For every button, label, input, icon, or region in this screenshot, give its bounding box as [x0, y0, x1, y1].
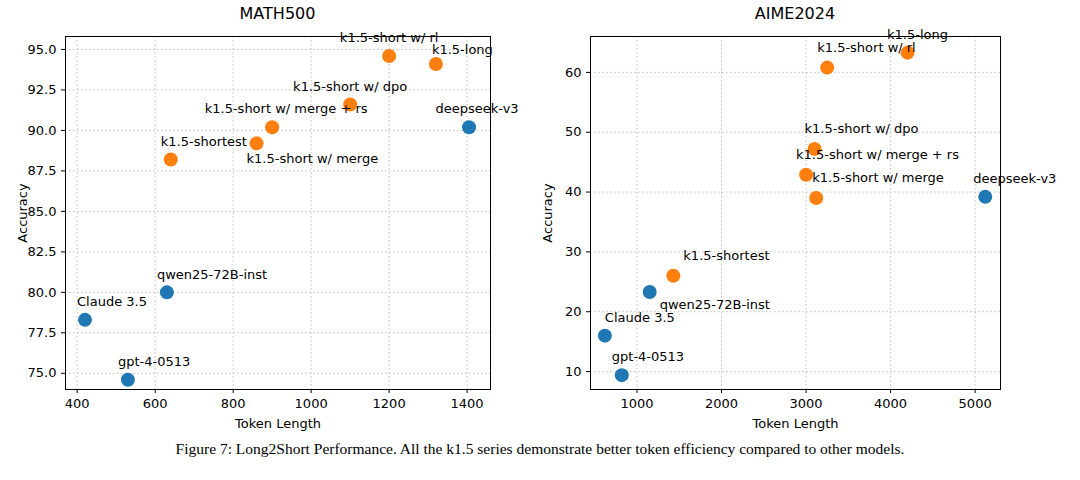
- svg-text:Claude 3.5: Claude 3.5: [605, 310, 675, 325]
- svg-text:Claude 3.5: Claude 3.5: [77, 294, 147, 309]
- svg-text:qwen25-72B-inst: qwen25-72B-inst: [660, 297, 770, 312]
- svg-text:deepseek-v3: deepseek-v3: [436, 101, 519, 116]
- svg-text:gpt-4-0513: gpt-4-0513: [612, 349, 684, 364]
- svg-text:75.0: 75.0: [28, 365, 57, 380]
- html-text:AIME2024: AIME2024: [754, 4, 836, 23]
- svg-text:30: 30: [565, 244, 582, 259]
- svg-text:k1.5-short w/ merge: k1.5-short w/ merge: [247, 151, 379, 166]
- svg-text:40: 40: [565, 184, 582, 199]
- svg-text:gpt-4-0513: gpt-4-0513: [118, 354, 190, 369]
- svg-text:Accuracy: Accuracy: [540, 183, 555, 243]
- svg-text:600: 600: [143, 396, 168, 411]
- svg-text:4000: 4000: [874, 396, 907, 411]
- svg-text:87.5: 87.5: [28, 163, 57, 178]
- svg-text:k1.5-long: k1.5-long: [887, 26, 948, 42]
- svg-text:k1.5-long: k1.5-long: [432, 42, 493, 57]
- svg-text:95.0: 95.0: [28, 42, 57, 57]
- svg-text:85.0: 85.0: [28, 204, 57, 219]
- svg-text:77.5: 77.5: [28, 325, 57, 340]
- svg-text:k1.5-short w/ rl: k1.5-short w/ rl: [340, 30, 439, 45]
- html-text:MATH500: MATH500: [239, 4, 316, 23]
- svg-text:60: 60: [565, 65, 582, 80]
- svg-text:50: 50: [565, 124, 582, 139]
- svg-text:5000: 5000: [959, 396, 992, 411]
- svg-text:400: 400: [65, 396, 90, 411]
- svg-text:k1.5-short w/ dpo: k1.5-short w/ dpo: [805, 121, 919, 136]
- svg-text:k1.5-short w/ rl: k1.5-short w/ rl: [817, 40, 916, 55]
- svg-text:k1.5-shortest: k1.5-shortest: [161, 134, 247, 149]
- svg-text:deepseek-v3: deepseek-v3: [973, 171, 1056, 186]
- svg-text:3000: 3000: [790, 396, 823, 411]
- svg-text:82.5: 82.5: [28, 244, 57, 259]
- svg-text:k1.5-short w/ merge: k1.5-short w/ merge: [812, 170, 944, 185]
- svg-text:Token Length: Token Length: [752, 416, 839, 431]
- svg-text:90.0: 90.0: [28, 123, 57, 138]
- svg-text:k1.5-short w/ merge + rs: k1.5-short w/ merge + rs: [796, 147, 959, 162]
- svg-text:k1.5-shortest: k1.5-shortest: [683, 248, 769, 263]
- svg-text:2000: 2000: [705, 396, 738, 411]
- svg-text:k1.5-short w/ dpo: k1.5-short w/ dpo: [293, 79, 407, 94]
- svg-text:1200: 1200: [373, 396, 406, 411]
- svg-text:10: 10: [565, 364, 582, 379]
- svg-text:1400: 1400: [451, 396, 484, 411]
- svg-text:qwen25-72B-inst: qwen25-72B-inst: [157, 267, 267, 282]
- svg-text:Token Length: Token Length: [234, 416, 321, 431]
- svg-text:20: 20: [565, 304, 582, 319]
- html-text:Figure 7: Long2Short Performan: Figure 7: Long2Short Performance. All th…: [175, 440, 905, 457]
- svg-text:92.5: 92.5: [28, 82, 57, 97]
- svg-text:80.0: 80.0: [28, 285, 57, 300]
- svg-text:Accuracy: Accuracy: [15, 183, 30, 243]
- svg-text:k1.5-short w/ merge + rs: k1.5-short w/ merge + rs: [205, 101, 368, 116]
- svg-text:1000: 1000: [620, 396, 653, 411]
- svg-text:800: 800: [221, 396, 246, 411]
- svg-text:1000: 1000: [295, 396, 328, 411]
